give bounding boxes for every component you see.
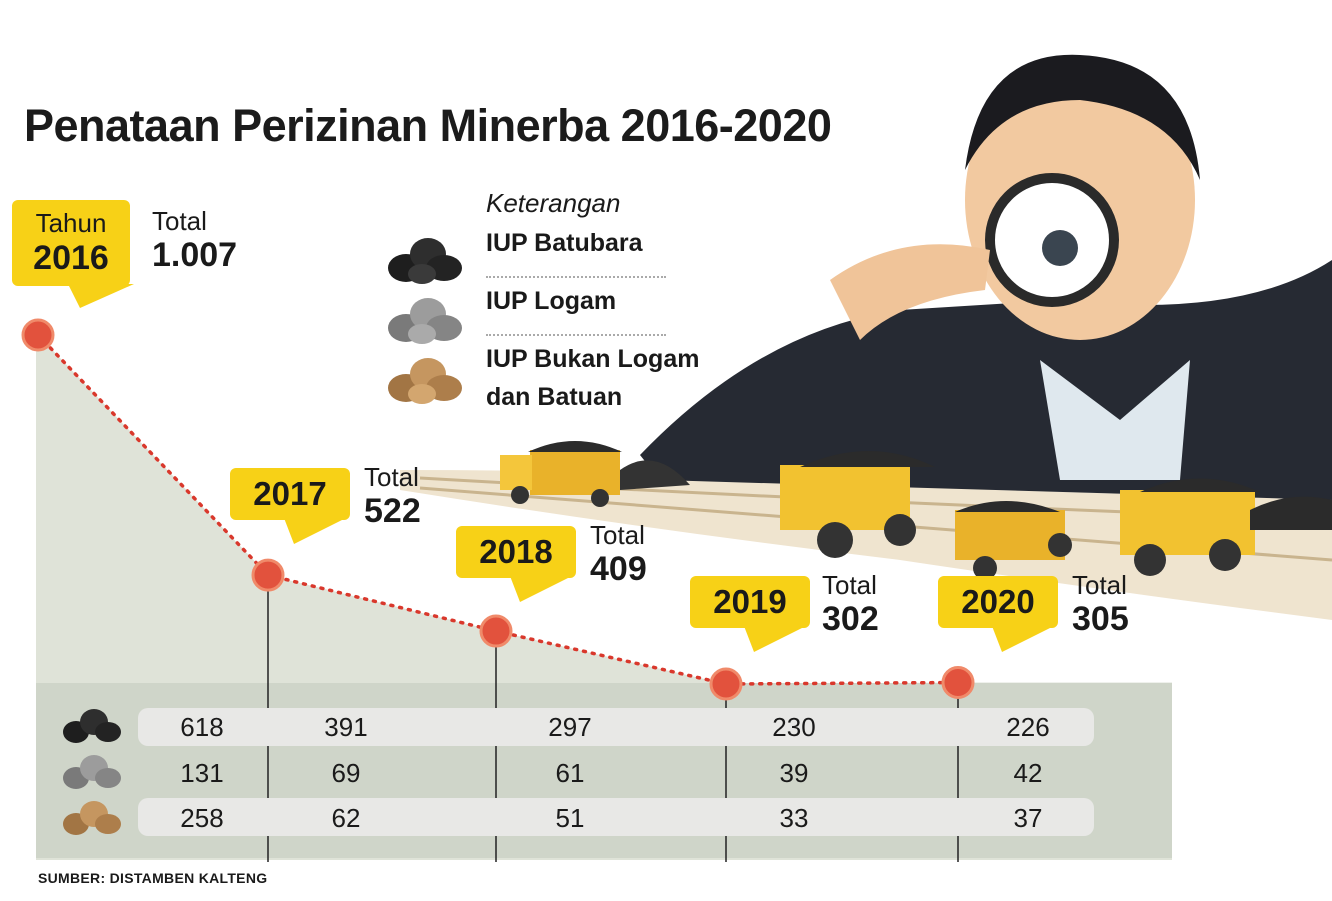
legend-divider bbox=[486, 334, 666, 336]
total-value: 302 bbox=[822, 600, 879, 638]
data-point-2020 bbox=[941, 666, 975, 700]
year-badge-2019: 2019 bbox=[690, 576, 810, 652]
table-cell: 618 bbox=[180, 712, 224, 742]
legend-icons bbox=[388, 238, 462, 404]
metal-ore-icon bbox=[388, 298, 462, 344]
table-row-stripe bbox=[138, 708, 1094, 746]
year-badge-2017: 2017 bbox=[230, 468, 350, 544]
data-point-2018 bbox=[479, 614, 513, 648]
total-label: Total bbox=[152, 206, 207, 236]
total-label: Total bbox=[1072, 570, 1127, 600]
page-title: Penataan Perizinan Minerba 2016-2020 bbox=[24, 100, 832, 151]
table-cell: 131 bbox=[180, 758, 224, 788]
inspector-figure bbox=[640, 54, 1332, 500]
total-label: Total bbox=[822, 570, 877, 600]
legend-item-batubara: IUP Batubara bbox=[486, 229, 643, 257]
table-cell: 33 bbox=[779, 803, 809, 833]
year-label: 2017 bbox=[253, 475, 327, 512]
table-cell: 42 bbox=[1013, 758, 1043, 788]
total-2019: Total 302 bbox=[822, 572, 879, 636]
mining-illustration bbox=[400, 54, 1332, 620]
total-value: 305 bbox=[1072, 600, 1129, 638]
data-point-2016 bbox=[21, 318, 55, 352]
coal-lumps-icon bbox=[388, 238, 462, 284]
year-badge-2018: 2018 bbox=[456, 526, 576, 602]
year-label: 2018 bbox=[479, 533, 553, 570]
total-2020: Total 305 bbox=[1072, 572, 1129, 636]
legend-item-bukan-logam: IUP Bukan Logam dan Batuan bbox=[486, 345, 700, 411]
legend-divider bbox=[486, 276, 666, 278]
legend-title: Keterangan bbox=[486, 188, 621, 218]
total-value: 522 bbox=[364, 492, 421, 530]
table-cell: 51 bbox=[555, 803, 585, 833]
year-badge-2020: 2020 bbox=[938, 576, 1058, 652]
year-prefix: Tahun bbox=[35, 208, 107, 238]
truck-icon bbox=[500, 441, 690, 507]
table-cell: 37 bbox=[1013, 803, 1043, 833]
year-label: 2016 bbox=[33, 239, 109, 277]
source-note: SUMBER: DISTAMBEN KALTENG bbox=[38, 870, 268, 886]
stone-lumps-icon bbox=[388, 358, 462, 404]
table-cell: 258 bbox=[180, 803, 224, 833]
table-row-stripe bbox=[138, 798, 1094, 836]
stone-lumps-icon bbox=[63, 801, 121, 835]
table-cell: 61 bbox=[555, 758, 585, 788]
table-cell: 39 bbox=[779, 758, 809, 788]
truck-icon bbox=[955, 501, 1072, 580]
total-label: Total bbox=[590, 520, 645, 550]
truck-icon bbox=[780, 451, 935, 558]
total-2016: Total 1.007 bbox=[152, 208, 237, 272]
data-point-2017 bbox=[251, 558, 285, 592]
total-value: 409 bbox=[590, 550, 647, 588]
total-label: Total bbox=[364, 462, 419, 492]
table-cell: 297 bbox=[548, 712, 592, 742]
table-cell: 62 bbox=[331, 803, 361, 833]
data-point-2019 bbox=[709, 667, 743, 701]
table-cell: 230 bbox=[772, 712, 816, 742]
table-cell: 391 bbox=[324, 712, 368, 742]
total-2018: Total 409 bbox=[590, 522, 647, 586]
year-label: 2019 bbox=[713, 583, 787, 620]
year-label: 2020 bbox=[961, 583, 1035, 620]
table-cell: 69 bbox=[331, 758, 361, 788]
coal-lumps-icon bbox=[63, 709, 121, 743]
total-2017: Total 522 bbox=[364, 464, 421, 528]
year-badge-2016: Tahun 2016 bbox=[12, 200, 134, 308]
metal-ore-icon bbox=[63, 755, 121, 789]
table-cell: 226 bbox=[1006, 712, 1050, 742]
total-value: 1.007 bbox=[152, 236, 238, 274]
truck-icon bbox=[1120, 478, 1332, 576]
legend-item-logam: IUP Logam bbox=[486, 287, 617, 315]
